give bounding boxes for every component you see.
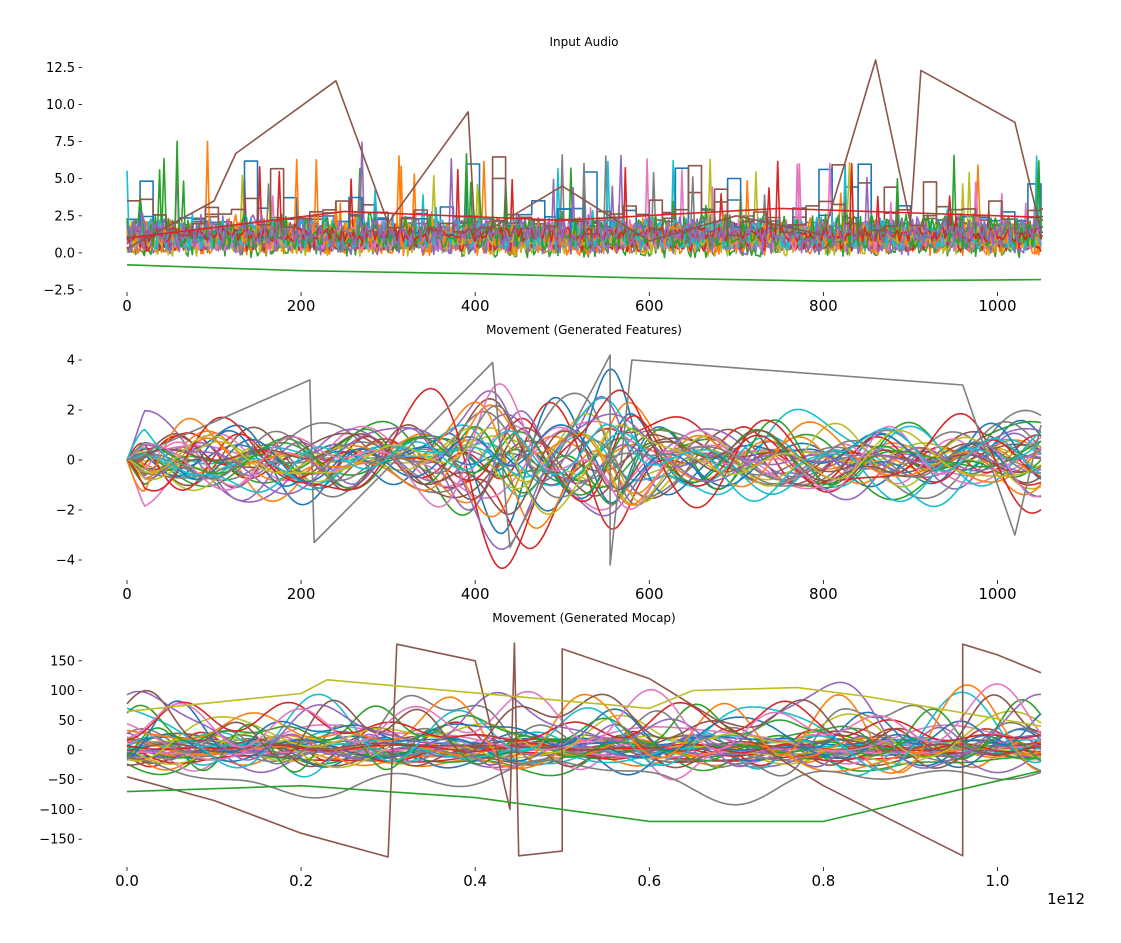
y-tick-labels: −4 −2 0 2 4 — [56, 354, 82, 569]
feature-series-line — [126, 424, 1042, 515]
x-axis-offset-label: 1e12 — [1047, 890, 1085, 908]
mocap-series-line — [126, 723, 1042, 773]
x-tick-label: 600 — [635, 297, 664, 315]
highlight-series-line — [126, 207, 1042, 239]
y-tick-label: −100 — [39, 803, 75, 818]
x-tick-label: 1000 — [978, 585, 1016, 603]
panel-generated-features: Movement (Generated Features) −4 −2 0 2 4 0 2… — [56, 323, 1042, 603]
series-lines — [126, 354, 1042, 570]
mocap-series-line — [126, 756, 1042, 806]
mocap-series-line — [126, 681, 1042, 769]
x-tick-label: 0 — [122, 585, 132, 603]
y-tick-label: 0 — [67, 744, 75, 759]
panel-generated-mocap: Movement (Generated Mocap) −150 −100 −50 0 5… — [39, 611, 1085, 908]
y-tick-labels: −150 −100 −50 0 50 100 150 — [39, 654, 82, 848]
x-tick-label: 200 — [287, 297, 316, 315]
feature-series-line — [126, 404, 1042, 506]
feature-series-line — [126, 423, 1042, 502]
feature-series-line — [126, 413, 1042, 550]
x-tick-label: 800 — [809, 297, 838, 315]
y-tick-labels: −2.5 0.0 2.5 5.0 7.5 10.0 12.5 — [43, 61, 82, 299]
y-tick-label: 100 — [50, 684, 75, 699]
panel-title: Movement (Generated Features) — [486, 323, 682, 337]
highlight-series-line — [126, 679, 1042, 727]
y-tick-label: 150 — [50, 654, 75, 669]
panel-input-audio: Input Audio −2.5 0.0 2.5 5.0 7.5 10.0 12.5 0 20… — [43, 35, 1044, 315]
y-tick-label: 2 — [67, 404, 75, 419]
series-lines — [126, 642, 1042, 858]
feature-series-line — [126, 422, 1042, 507]
y-tick-label: 12.5 — [46, 61, 75, 76]
mocap-series-line — [126, 691, 1042, 771]
x-tick-label: 0.6 — [637, 872, 661, 890]
x-tick-labels: 0 200 400 600 800 1000 — [122, 580, 1017, 603]
feature-series-line — [126, 404, 1042, 499]
x-tick-label: 0.8 — [811, 872, 835, 890]
x-tick-label: 0 — [122, 297, 132, 315]
y-tick-label: 10.0 — [46, 98, 75, 113]
x-tick-label: 600 — [635, 585, 664, 603]
feature-series-line — [126, 429, 1042, 516]
feature-series-line — [126, 401, 1042, 529]
panel-title: Movement (Generated Mocap) — [492, 611, 675, 625]
x-tick-labels: 0.0 0.2 0.4 0.6 0.8 1.0 — [115, 867, 1009, 890]
x-tick-label: 0.4 — [463, 872, 487, 890]
feature-series-line — [126, 424, 1042, 498]
feature-series-line — [126, 428, 1042, 496]
mocap-series-line — [126, 700, 1042, 742]
y-tick-label: −2 — [56, 504, 75, 519]
y-tick-label: −150 — [39, 833, 75, 848]
feature-series-line — [126, 409, 1042, 517]
x-tick-label: 200 — [287, 585, 316, 603]
y-tick-label: 4 — [67, 354, 75, 369]
feature-series-line — [126, 409, 1042, 500]
feature-series-line — [126, 397, 1042, 503]
feature-series-line — [126, 387, 1042, 570]
y-tick-label: 50 — [58, 714, 75, 729]
x-tick-label: 0.0 — [115, 872, 139, 890]
feature-series-line — [126, 383, 1042, 510]
highlight-series-line — [126, 354, 1042, 566]
series-lines — [126, 59, 1044, 282]
y-tick-label: 0.0 — [54, 246, 75, 261]
y-tick-label: −50 — [48, 773, 75, 788]
y-tick-label: 7.5 — [54, 135, 75, 150]
x-tick-label: 400 — [461, 297, 490, 315]
y-tick-label: −2.5 — [43, 284, 75, 299]
x-tick-label: 0.2 — [289, 872, 313, 890]
mocap-series-line — [126, 684, 1042, 774]
y-tick-label: 5.0 — [54, 172, 75, 187]
highlight-series-line — [126, 264, 1042, 282]
x-tick-label: 400 — [461, 585, 490, 603]
mocap-series-line — [126, 699, 1042, 750]
highlight-series-line — [126, 642, 1042, 858]
y-tick-label: 0 — [67, 454, 75, 469]
audio-series-line — [127, 164, 1044, 237]
x-tick-label: 800 — [809, 585, 838, 603]
highlight-series-line — [126, 59, 1042, 250]
y-tick-label: 2.5 — [54, 209, 75, 224]
x-tick-label: 1.0 — [986, 872, 1010, 890]
y-tick-label: −4 — [56, 554, 75, 569]
x-tick-labels: 0 200 400 600 800 1000 — [122, 292, 1017, 315]
highlight-series-line — [126, 770, 1042, 823]
mocap-series-line — [126, 683, 1042, 751]
x-tick-label: 1000 — [978, 297, 1016, 315]
mocap-series-line — [126, 738, 1042, 755]
panel-title: Input Audio — [550, 35, 619, 49]
mocap-series-line — [126, 744, 1042, 762]
